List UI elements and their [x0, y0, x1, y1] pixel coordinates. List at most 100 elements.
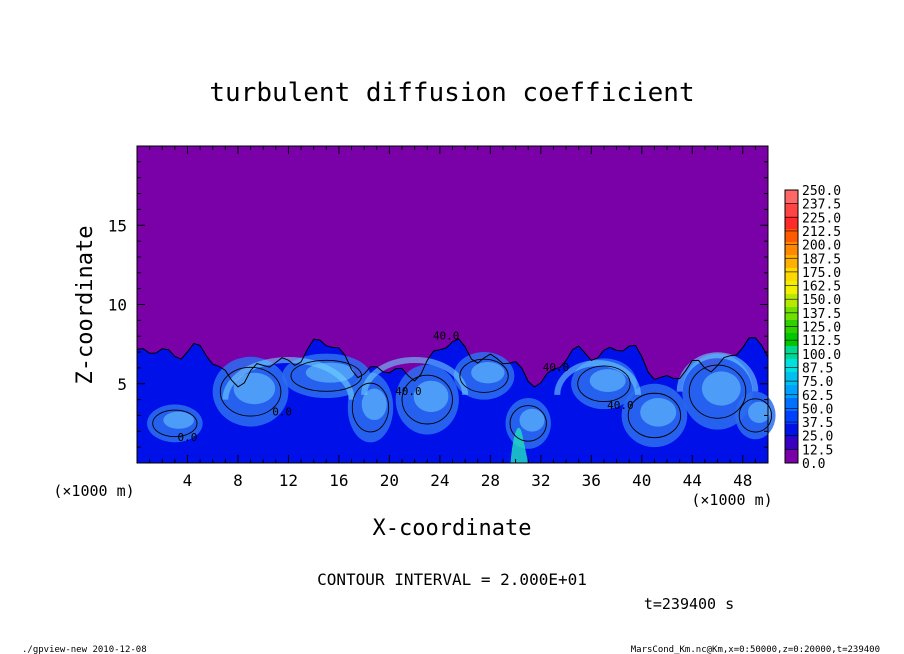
y-axis-ticks: 5 10 15: [108, 216, 127, 394]
colorbar-label: 212.5: [802, 225, 841, 240]
plume-region: [510, 427, 529, 463]
contour-label: 40.0: [395, 385, 422, 398]
colorbar-swatch: [785, 229, 798, 243]
swirl-core: [640, 397, 677, 427]
colorbar-label: 62.5: [802, 389, 833, 404]
contour-label: 0.0: [272, 405, 292, 418]
time-note: t=239400 s: [644, 595, 734, 613]
colorbar-swatch: [785, 450, 798, 464]
contour-line: [459, 358, 509, 393]
contour-line: [290, 359, 363, 392]
colorbar-swatch: [785, 437, 798, 451]
x-axis-label: X-coordinate: [373, 516, 532, 541]
colorbar-swatch: [785, 372, 798, 386]
colorbar-swatch: [785, 216, 798, 230]
contour-line: [136, 337, 769, 388]
colorbar-swatch: [785, 333, 798, 347]
x-tick-label: 24: [430, 471, 449, 490]
colorbar-swatch: [785, 411, 798, 425]
colorbar: 250.0237.5225.0212.5200.0187.5175.0162.5…: [784, 184, 841, 472]
x-unit-left: (×1000 m): [53, 482, 134, 500]
colorbar-swatch: [785, 398, 798, 412]
colorbar-label: 237.5: [802, 198, 841, 213]
footer-right: MarsCond_Km.nc@Km,x=0:50000,z=0:20000,t=…: [631, 645, 880, 654]
colorbar-label: 112.5: [802, 334, 841, 349]
swirl-core: [413, 380, 449, 413]
x-tick-label: 48: [733, 471, 752, 490]
swirl-core: [163, 411, 194, 429]
colorbar-swatch: [785, 294, 798, 308]
x-tick-label: 20: [380, 471, 399, 490]
plot-area: 0.0 0.0 40.0 40.0 40.0 40.0: [136, 145, 776, 464]
colorbar-label: 25.0: [802, 430, 833, 445]
swirl-core: [361, 388, 387, 421]
x-tick-label: 40: [632, 471, 651, 490]
contour-line: [688, 364, 747, 419]
contour-label: 40.0: [433, 329, 460, 342]
contour-line: [351, 382, 390, 433]
colorbar-swatch: [785, 359, 798, 373]
contour-line: [738, 398, 773, 433]
colorbar-swatch: [785, 190, 798, 204]
colorbar-swatch: [785, 424, 798, 438]
colorbar-swatch: [785, 385, 798, 399]
y-tick-label: 5: [117, 375, 127, 394]
colorbar-label: 87.5: [802, 361, 833, 376]
colorbar-label: 100.0: [802, 348, 841, 363]
colorbar-label: 162.5: [802, 280, 841, 295]
x-tick-label: 36: [582, 471, 601, 490]
colorbar-label: 12.5: [802, 443, 833, 458]
colorbar-label: 75.0: [802, 375, 833, 390]
footer-left: ./gpview-new 2010-12-08: [22, 645, 147, 654]
colorbar-label: 225.0: [802, 211, 841, 226]
colorbar-swatch: [785, 268, 798, 282]
colorbar-swatch: [785, 255, 798, 269]
x-tick-label: 8: [233, 471, 243, 490]
contour-line: [401, 374, 453, 425]
y-tick-label: 15: [108, 216, 127, 235]
colorbar-label: 50.0: [802, 402, 833, 417]
colorbar-swatch: [785, 281, 798, 295]
colorbar-label: 125.0: [802, 321, 841, 336]
plot-frame: [136, 145, 769, 464]
swirl-core: [519, 408, 545, 432]
contour-lines: 0.0 0.0 40.0 40.0 40.0 40.0: [136, 146, 773, 463]
colorbar-swatch: [785, 242, 798, 256]
x-tick-label: 16: [329, 471, 348, 490]
swirl-core: [589, 369, 626, 392]
contour-line: [152, 409, 198, 438]
colorbar-label: 187.5: [802, 252, 841, 267]
x-unit-right: (×1000 m): [691, 491, 772, 509]
swirl-core: [233, 372, 276, 405]
swirl-arc: [676, 352, 759, 392]
swirl-core: [701, 371, 741, 406]
y-axis-label: Z-coordinate: [73, 226, 98, 385]
colorbar-label: 200.0: [802, 239, 841, 254]
swirl-core: [748, 401, 771, 423]
contour-line: [219, 366, 282, 417]
colorbar-label: 150.0: [802, 293, 841, 308]
colorbar-swatch: [785, 203, 798, 217]
contour-line: [577, 365, 631, 403]
contour-label: 40.0: [607, 399, 634, 412]
colorbar-label: 37.5: [802, 416, 833, 431]
colorbar-label: 0.0: [802, 457, 825, 472]
swirl-arc: [554, 360, 642, 396]
contour-interval-note: CONTOUR INTERVAL = 2.000E+01: [317, 570, 587, 589]
colorbar-label: 250.0: [802, 184, 841, 199]
colorbar-swatch: [785, 346, 798, 360]
x-tick-label: 12: [279, 471, 298, 490]
contour-label: 40.0: [543, 361, 570, 374]
x-tick-label: 28: [481, 471, 500, 490]
colorbar-label: 137.5: [802, 307, 841, 322]
contour-line: [509, 405, 547, 442]
x-tick-label: 32: [531, 471, 550, 490]
contour-label: 0.0: [178, 431, 198, 444]
contour-line: [627, 392, 682, 439]
chart-title: turbulent diffusion coefficient: [209, 78, 694, 108]
x-tick-label: 4: [183, 471, 193, 490]
colorbar-swatch: [785, 307, 798, 321]
colorbar-label: 175.0: [802, 266, 841, 281]
x-axis-ticks: 4 8 12 16 20 24 28 32 36 40 44 48: [183, 471, 753, 490]
